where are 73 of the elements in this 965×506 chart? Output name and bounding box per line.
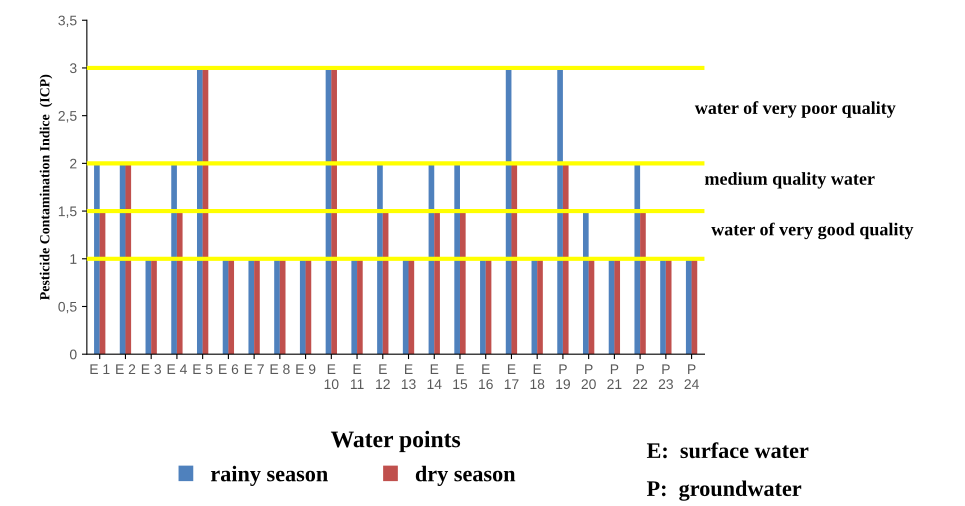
x-tick-label: E 16 xyxy=(479,364,493,390)
x-tick-label: E 2 xyxy=(116,364,136,374)
bar xyxy=(254,258,260,354)
text: water of very good quality xyxy=(711,222,914,240)
bar xyxy=(300,258,306,354)
bar xyxy=(357,258,363,354)
x-tick-label: E 14 xyxy=(428,364,442,389)
x-tick-label: E 12 xyxy=(376,364,390,389)
y-tick-label: 1 xyxy=(70,254,76,264)
x-tick-label: P 21 xyxy=(607,364,622,389)
bar xyxy=(280,258,286,354)
bar xyxy=(460,211,466,354)
x-tick-label: E 9 xyxy=(296,364,316,374)
y-tick-label: 0 xyxy=(70,350,77,360)
x-axis-title: Water points xyxy=(330,430,460,452)
bar xyxy=(248,258,254,354)
x-tick-label: E 18 xyxy=(530,364,544,390)
x-tick-label: E 5 xyxy=(193,364,212,374)
bar xyxy=(666,258,672,354)
text: medium quality water xyxy=(704,172,875,189)
y-tick-label: 2 xyxy=(70,158,76,168)
bar xyxy=(608,258,614,354)
bar xyxy=(146,258,152,354)
x-tick-label: E 17 xyxy=(504,364,518,389)
bar xyxy=(614,258,620,354)
x-tick-label: E 11 xyxy=(350,364,364,389)
bar xyxy=(537,258,543,354)
x-tick-label: E 3 xyxy=(142,364,161,374)
bar xyxy=(686,258,692,354)
x-tick-label: E 1 xyxy=(90,364,110,374)
text: P: groundwater xyxy=(646,480,802,501)
bar xyxy=(588,258,594,354)
x-tick-label: P 24 xyxy=(684,364,699,389)
legend-label: dry season xyxy=(416,466,516,486)
x-tick-label: E 15 xyxy=(453,364,468,390)
bar xyxy=(100,211,106,354)
bar xyxy=(306,258,312,354)
x-tick-label: P 23 xyxy=(658,364,673,390)
x-tick-label: E 10 xyxy=(324,364,338,390)
bar xyxy=(480,258,486,354)
bar xyxy=(486,258,492,354)
y-tick-label: 1,5 xyxy=(58,206,77,218)
bar xyxy=(222,258,228,354)
bar xyxy=(151,258,157,354)
x-tick-label: E 4 xyxy=(168,364,187,374)
legend-label: rainy season xyxy=(210,466,328,486)
y-tick-label: 3 xyxy=(70,63,77,74)
bar xyxy=(228,258,234,354)
y-tick-label: 0,5 xyxy=(58,302,77,314)
bar xyxy=(692,258,698,354)
bar xyxy=(640,211,646,354)
x-tick-label: E 13 xyxy=(402,364,416,390)
x-tick-label: E 8 xyxy=(270,364,290,374)
x-tick-label: E 7 xyxy=(244,364,264,374)
x-tick-label: P 22 xyxy=(633,364,648,389)
annotation: water of very poor quality xyxy=(694,101,896,118)
bar xyxy=(434,211,440,354)
bar xyxy=(176,211,183,354)
y-tick-label: 2,5 xyxy=(58,110,77,122)
bar xyxy=(660,258,666,354)
bar xyxy=(582,211,589,354)
bar xyxy=(402,258,409,354)
bar xyxy=(274,258,280,354)
bar xyxy=(532,258,538,354)
bar xyxy=(382,211,388,354)
x-tick-label: E 6 xyxy=(219,364,238,374)
y-tick-label: 3,5 xyxy=(58,16,77,28)
text: E: surface water xyxy=(646,442,808,458)
bar xyxy=(351,258,358,354)
x-tick-label: P 19 xyxy=(556,364,570,390)
y-axis-title: Pesticide Contamination Indice (ICP) xyxy=(40,74,52,300)
x-tick-label: P 20 xyxy=(582,364,596,390)
bar xyxy=(408,258,414,354)
